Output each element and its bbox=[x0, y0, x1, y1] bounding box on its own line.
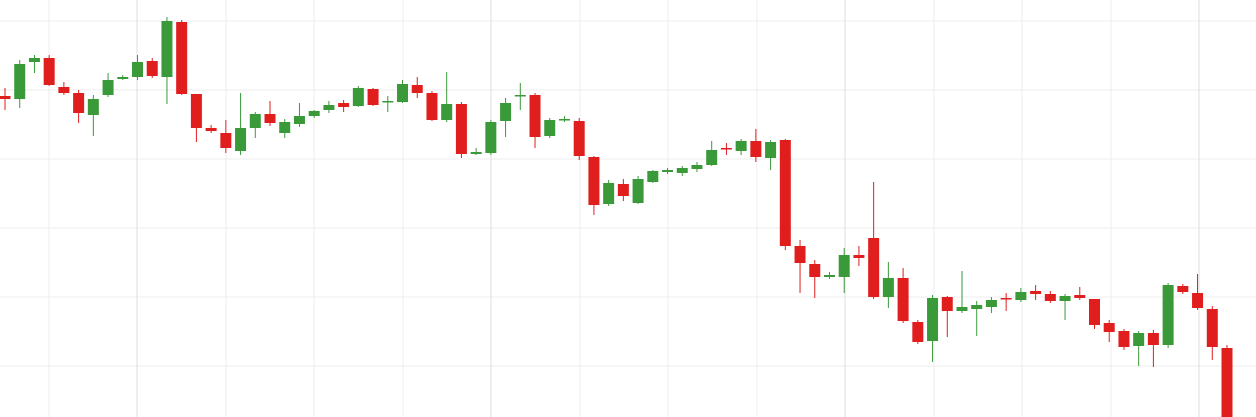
candle-body bbox=[1074, 295, 1086, 298]
candle-body bbox=[765, 142, 777, 158]
candle-body bbox=[455, 104, 467, 154]
candle-body bbox=[367, 89, 379, 105]
candle-body bbox=[382, 101, 394, 103]
candle-body bbox=[514, 95, 526, 97]
candle-body bbox=[882, 278, 894, 297]
candle-body bbox=[558, 119, 570, 121]
candle-body bbox=[235, 128, 247, 151]
candle-body bbox=[676, 168, 688, 173]
candle-body bbox=[58, 87, 70, 93]
candle-body bbox=[87, 99, 99, 115]
candle-body bbox=[146, 61, 158, 76]
candle-body bbox=[1162, 285, 1174, 345]
candle-body bbox=[441, 104, 453, 120]
candle-body bbox=[1177, 286, 1189, 292]
candle-body bbox=[411, 85, 423, 93]
candle-body bbox=[397, 84, 409, 102]
candle-body bbox=[102, 80, 114, 95]
candle-body bbox=[662, 170, 674, 172]
candle-body bbox=[794, 246, 806, 263]
candle-body bbox=[190, 94, 202, 128]
candle-body bbox=[161, 21, 173, 77]
candle-body bbox=[14, 64, 26, 99]
candle-body bbox=[1059, 296, 1071, 301]
candle-body bbox=[205, 128, 217, 131]
candle-body bbox=[617, 184, 629, 196]
candle-body bbox=[971, 305, 983, 309]
candle-body bbox=[1147, 333, 1159, 345]
candle-body bbox=[338, 103, 350, 107]
candle-body bbox=[117, 77, 129, 79]
candle-body bbox=[323, 105, 335, 110]
candle-body bbox=[1206, 309, 1218, 347]
candle-body bbox=[912, 322, 924, 342]
candle-body bbox=[823, 275, 835, 277]
candle-body bbox=[485, 122, 497, 153]
candle-body bbox=[838, 255, 850, 277]
candle-body bbox=[809, 264, 821, 277]
candle-body bbox=[1015, 292, 1027, 300]
candle-body bbox=[176, 22, 188, 94]
candle-body bbox=[249, 114, 261, 128]
candle-body bbox=[1000, 298, 1012, 300]
candle-body bbox=[706, 150, 718, 165]
candle-body bbox=[132, 62, 144, 77]
candle-body bbox=[220, 133, 232, 148]
candle-body bbox=[779, 140, 791, 246]
candle-body bbox=[426, 93, 438, 120]
candle-body bbox=[632, 179, 644, 203]
candle-body bbox=[720, 148, 732, 150]
candle-body bbox=[897, 278, 909, 321]
candle-body bbox=[1221, 348, 1233, 417]
candle-body bbox=[529, 95, 541, 137]
candle-body bbox=[1030, 291, 1042, 294]
candle-body bbox=[1133, 333, 1145, 346]
candle-body bbox=[0, 96, 11, 99]
candle-body bbox=[573, 121, 585, 156]
candle-body bbox=[264, 114, 276, 123]
candle-body bbox=[735, 141, 747, 151]
candle-body bbox=[1088, 299, 1100, 325]
candle-body bbox=[308, 111, 320, 116]
candle-body bbox=[691, 165, 703, 169]
candle-body bbox=[544, 120, 556, 136]
candle-body bbox=[603, 183, 615, 204]
candle-body bbox=[1103, 323, 1115, 332]
candle-body bbox=[470, 152, 482, 154]
candle-body bbox=[28, 58, 40, 62]
candle-body bbox=[279, 122, 291, 133]
candle-body bbox=[985, 300, 997, 307]
candle-body bbox=[927, 298, 939, 341]
candle-body bbox=[647, 171, 659, 182]
candle-body bbox=[1118, 331, 1130, 347]
candle-body bbox=[73, 93, 85, 113]
candle-body bbox=[43, 58, 55, 85]
candle-body bbox=[1044, 294, 1056, 301]
candle-body bbox=[750, 141, 762, 157]
candle-body bbox=[293, 116, 305, 124]
candle-body bbox=[500, 103, 512, 121]
candle-body bbox=[956, 307, 968, 311]
candle-body bbox=[853, 255, 865, 258]
candle-body bbox=[941, 297, 953, 311]
candle-body bbox=[868, 238, 880, 297]
candle-body bbox=[352, 88, 364, 106]
candle-body bbox=[588, 157, 600, 205]
candle-body bbox=[1192, 293, 1204, 308]
